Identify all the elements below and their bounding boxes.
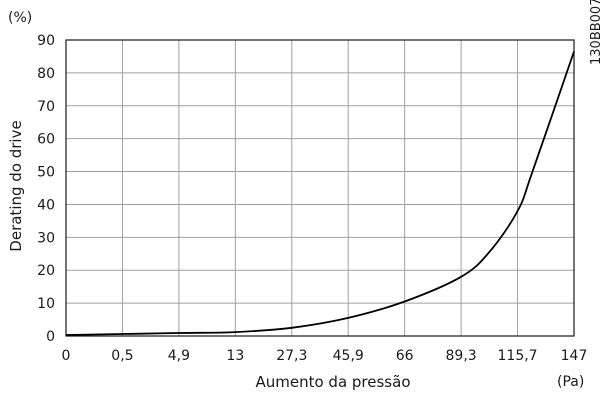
x-axis-title: Aumento da pressão — [255, 373, 410, 391]
x-axis-unit: (Pa) — [557, 374, 584, 390]
x-tick-labels: 0 0,5 4,9 13 27,3 45,9 66 89,3 115,7 147 — [62, 348, 588, 364]
x-tick-label: 45,9 — [333, 348, 364, 364]
x-tick-label: 27,3 — [276, 348, 307, 364]
figure-code-label: 130BB007.10 — [589, 0, 604, 65]
y-tick-labels: 0 10 20 30 40 50 60 70 80 90 — [37, 33, 55, 345]
x-tick-label: 147 — [561, 348, 588, 364]
grid-lines — [65, 39, 575, 337]
x-tick-label: 89,3 — [446, 348, 477, 364]
x-tick-label: 4,9 — [168, 348, 190, 364]
y-axis-unit: (%) — [8, 10, 32, 26]
x-tick-label: 0 — [62, 348, 71, 364]
y-tick-label: 30 — [37, 230, 55, 246]
y-tick-label: 10 — [37, 296, 55, 312]
x-tick-label: 0,5 — [111, 348, 133, 364]
derating-curve — [65, 51, 575, 336]
plot-frame — [65, 39, 575, 337]
y-tick-label: 60 — [37, 132, 55, 148]
y-tick-label: 70 — [37, 99, 55, 115]
x-tick-label: 115,7 — [498, 348, 538, 364]
y-tick-label: 90 — [37, 33, 55, 49]
y-tick-label: 0 — [46, 329, 55, 345]
x-tick-label: 66 — [396, 348, 414, 364]
y-tick-label: 50 — [37, 165, 55, 181]
x-tick-label: 13 — [226, 348, 244, 364]
y-tick-label: 20 — [37, 263, 55, 279]
y-tick-label: 80 — [37, 66, 55, 82]
y-tick-label: 40 — [37, 197, 55, 213]
y-axis-title: Derating do drive — [7, 120, 25, 251]
